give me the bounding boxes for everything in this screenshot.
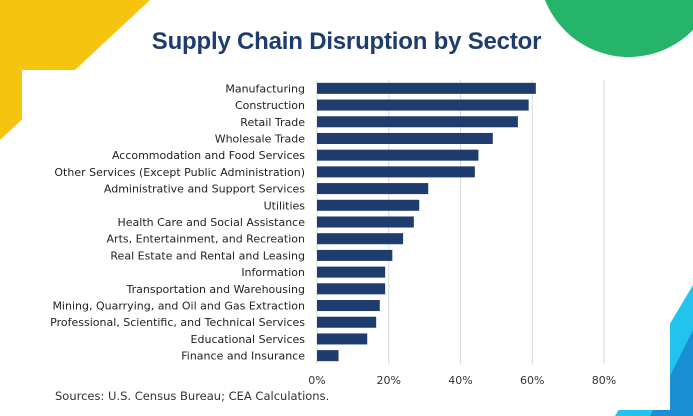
category-label: Manufacturing <box>225 82 305 95</box>
category-label: Health Care and Social Assistance <box>118 216 306 229</box>
bar <box>317 216 414 228</box>
bar <box>317 316 377 328</box>
category-label: Educational Services <box>191 333 306 346</box>
bar <box>317 199 420 211</box>
bar <box>317 333 368 345</box>
x-tick-label: 80% <box>592 374 616 387</box>
x-tick-label: 60% <box>520 374 544 387</box>
category-label: Accommodation and Food Services <box>112 149 305 162</box>
bar <box>317 82 536 94</box>
bar <box>317 99 529 111</box>
category-label: Arts, Entertainment, and Recreation <box>107 233 305 246</box>
category-label: Construction <box>235 99 305 112</box>
bar <box>317 116 518 128</box>
category-label: Finance and Insurance <box>181 350 305 363</box>
category-label: Transportation and Warehousing <box>126 283 306 296</box>
category-label: Utilities <box>264 199 306 212</box>
bar <box>317 149 479 161</box>
x-tick-label: 40% <box>448 374 472 387</box>
green-corner-shape <box>545 0 693 57</box>
bar <box>317 233 404 245</box>
bar <box>317 283 386 295</box>
bar <box>317 300 380 312</box>
bar <box>317 183 429 195</box>
category-label: Professional, Scientific, and Technical … <box>50 316 305 329</box>
chart-title: Supply Chain Disruption by Sector <box>151 28 542 55</box>
category-label: Mining, Quarrying, and Oil and Gas Extra… <box>52 300 305 313</box>
category-label: Retail Trade <box>240 116 305 129</box>
category-label: Other Services (Except Public Administra… <box>54 166 305 179</box>
source-note: Sources: U.S. Census Bureau; CEA Calcula… <box>55 389 330 403</box>
category-label: Wholesale Trade <box>215 132 306 145</box>
x-tick-label: 20% <box>377 374 401 387</box>
bar <box>317 350 339 362</box>
category-label: Information <box>241 266 305 279</box>
bar <box>317 132 493 144</box>
bar <box>317 166 475 178</box>
bar <box>317 249 393 261</box>
category-label: Administrative and Support Services <box>104 183 305 196</box>
category-label: Real Estate and Rental and Leasing <box>110 249 305 262</box>
x-tick-label: 0% <box>308 374 325 387</box>
bar <box>317 266 386 278</box>
